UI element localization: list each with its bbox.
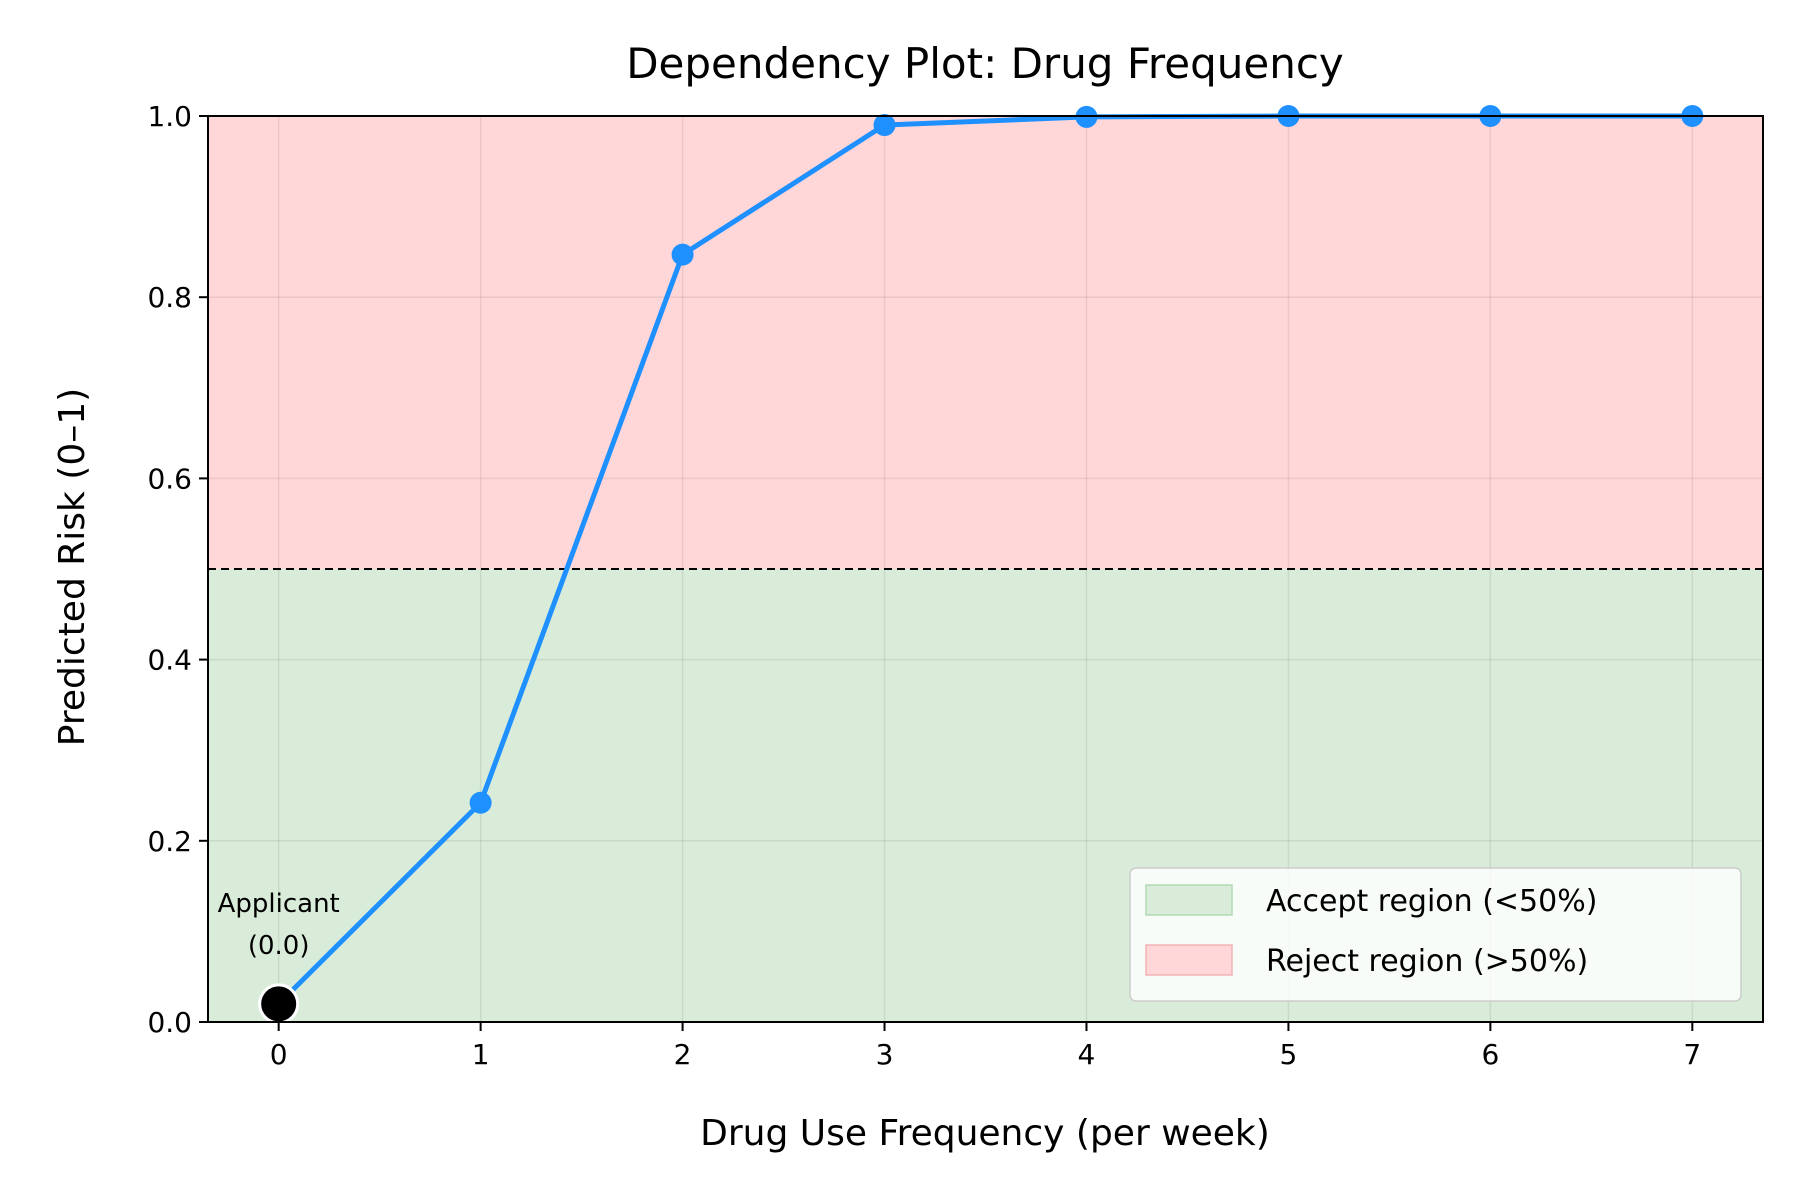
applicant-label-line2: (0.0) [248,931,310,961]
x-axis-label: Drug Use Frequency (per week) [700,1113,1270,1154]
legend-label-reject: Reject region (>50%) [1266,944,1588,979]
regions-layer [208,116,1763,1022]
x-tick-label: 0 [270,1038,288,1071]
y-tick-label: 0.8 [147,281,192,314]
y-tick-label: 0.0 [147,1006,192,1039]
x-tick-label: 5 [1280,1038,1298,1071]
x-tick-label: 2 [674,1038,692,1071]
legend: Accept region (<50%) Reject region (>50%… [1129,867,1742,1002]
x-tick-label: 4 [1078,1038,1096,1071]
ticks-layer: 0 1 2 3 4 5 6 7 0.0 0.2 0.4 0.6 0.8 1.0 [147,100,1701,1071]
x-tick-label: 1 [472,1038,490,1071]
y-tick-label: 1.0 [147,100,192,133]
risk-point [671,243,694,266]
applicant-layer: Applicant (0.0) [218,889,340,1025]
applicant-label-line1: Applicant [218,889,340,919]
legend-box [1129,867,1742,1002]
y-axis-label: Predicted Risk (0–1) [52,388,93,746]
plot-frame [207,115,1764,1023]
y-tick-label: 0.6 [147,462,192,495]
chart-title: Dependency Plot: Drug Frequency [626,39,1344,88]
legend-label-accept: Accept region (<50%) [1266,884,1597,919]
legend-swatch-reject [1145,944,1233,976]
x-tick-label: 3 [876,1038,894,1071]
risk-point [469,791,492,814]
reject-region [208,116,1763,569]
legend-swatch-accept [1145,884,1233,916]
x-tick-label: 7 [1683,1038,1701,1071]
y-tick-label: 0.2 [147,825,192,858]
risk-point [873,114,896,137]
y-tick-label: 0.4 [147,644,192,677]
applicant-marker [258,983,300,1025]
x-tick-label: 6 [1481,1038,1499,1071]
